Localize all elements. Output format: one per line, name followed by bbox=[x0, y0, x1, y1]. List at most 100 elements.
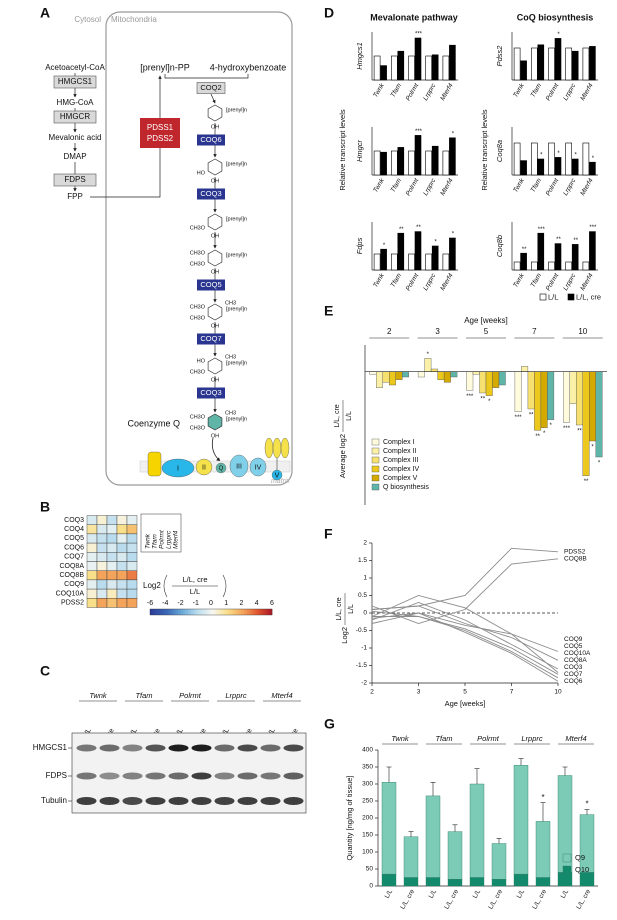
row-label: PDSS2 bbox=[61, 600, 84, 607]
bar bbox=[547, 371, 555, 420]
line bbox=[371, 612, 559, 682]
band bbox=[260, 744, 281, 752]
bar bbox=[431, 245, 439, 271]
gene-label: Polrmt bbox=[477, 734, 500, 743]
bar bbox=[376, 371, 383, 388]
band bbox=[76, 797, 97, 805]
x-tick-label: 10 bbox=[554, 689, 562, 696]
colorbar-segment bbox=[205, 609, 209, 615]
heatmap-cell bbox=[116, 588, 128, 599]
row-label: COQ9 bbox=[64, 581, 84, 588]
colorbar-segment bbox=[160, 609, 164, 615]
heatmap-cell bbox=[106, 570, 118, 581]
arrow bbox=[90, 75, 162, 198]
ring bbox=[207, 213, 223, 231]
significance-label: * bbox=[575, 153, 578, 159]
bar bbox=[589, 371, 596, 442]
y-axis-label-text: L/L bbox=[346, 411, 353, 421]
row-label: COQ7 bbox=[64, 554, 84, 561]
arrow bbox=[211, 437, 221, 462]
x-tick-label: Lrpprc bbox=[562, 82, 578, 102]
significance-label: * bbox=[592, 156, 595, 162]
y-axis-label-text: Log2 bbox=[340, 627, 349, 644]
complex-label: IV bbox=[255, 464, 262, 471]
enzyme-box bbox=[197, 387, 225, 399]
colorbar-segment bbox=[185, 609, 189, 615]
gene-label: Mterf4 bbox=[271, 691, 292, 700]
bar bbox=[589, 46, 596, 81]
colorbar-segment bbox=[226, 609, 230, 615]
x-tick-label: Tfam bbox=[530, 272, 544, 289]
bar bbox=[380, 151, 387, 176]
significance-label: ** bbox=[529, 413, 534, 419]
bar bbox=[513, 261, 521, 271]
y-tick-label: 50 bbox=[366, 866, 374, 873]
bar bbox=[369, 371, 377, 375]
bar bbox=[540, 371, 548, 428]
bar-segment bbox=[381, 873, 397, 887]
bar bbox=[576, 371, 583, 426]
colorbar-segment bbox=[162, 609, 166, 615]
legend-swatch bbox=[567, 293, 575, 301]
y-tick-label: 200 bbox=[362, 815, 373, 822]
heatmap-cell bbox=[96, 524, 108, 535]
x-tick-label: Mterf4 bbox=[579, 272, 594, 292]
colorbar-segment bbox=[172, 609, 176, 615]
legend-label: Q10 bbox=[575, 865, 589, 874]
panel-label: D bbox=[324, 5, 334, 21]
colorbar-segment bbox=[254, 609, 258, 615]
enzyme-label: COQ7 bbox=[200, 334, 221, 343]
age-label: 7 bbox=[532, 327, 537, 336]
gene-label: Lrpprc bbox=[225, 691, 247, 700]
y-axis-label-text: L/L, cre bbox=[336, 597, 343, 620]
enzyme-label: PDSS1 bbox=[147, 123, 174, 132]
colorbar-segment bbox=[175, 609, 179, 615]
colorbar-tick-label: 2 bbox=[240, 600, 244, 607]
significance-label: * bbox=[488, 399, 491, 405]
y-axis-label: Log2 L/L, cre L/L bbox=[336, 593, 355, 644]
x-tick-label: 3 bbox=[417, 689, 421, 696]
y-axis-label: Quantity [ng/mg of tissue] bbox=[345, 775, 354, 860]
x-tick-label: Tfam bbox=[390, 82, 404, 99]
x-tick-label: L/L, cre bbox=[575, 888, 592, 911]
x-tick-label: Polrmt bbox=[405, 176, 421, 197]
heatmap-cell bbox=[106, 524, 118, 535]
scale-label: L/L, cre bbox=[182, 575, 207, 584]
x-tick-label: Twnk bbox=[512, 272, 526, 289]
substituent-label: OH bbox=[211, 269, 219, 275]
scale-label: Log2 bbox=[143, 581, 161, 590]
atp-synthase-rotor bbox=[280, 437, 290, 459]
heatmap-cell bbox=[126, 533, 138, 544]
bar bbox=[554, 243, 562, 271]
series-label: COQ6 bbox=[564, 678, 583, 685]
bar bbox=[563, 371, 570, 423]
complex-label: V bbox=[275, 472, 280, 479]
x-tick-label: Lrpprc bbox=[562, 177, 578, 197]
row-label: COQ4 bbox=[64, 526, 84, 533]
heatmap-cell bbox=[96, 542, 108, 553]
bar-segment bbox=[447, 879, 463, 887]
colorbar-tick-label: 4 bbox=[255, 600, 259, 607]
group-title: Mevalonate pathway bbox=[370, 12, 458, 22]
heatmap-cell bbox=[106, 552, 118, 562]
significance-label: * bbox=[543, 431, 546, 437]
x-tick-label: Mterf4 bbox=[579, 177, 594, 197]
heatmap-cell bbox=[116, 570, 128, 581]
x-tick-label: Polrmt bbox=[405, 81, 421, 102]
x-axis-label: Age [weeks] bbox=[464, 316, 508, 325]
substituent-label: CH3O bbox=[190, 315, 206, 321]
colorbar-segment bbox=[249, 609, 252, 615]
heatmap-cell bbox=[96, 579, 108, 590]
band bbox=[214, 744, 235, 752]
heatmap-cell bbox=[116, 533, 128, 544]
membrane bbox=[139, 460, 291, 473]
series-label: PDSS2 bbox=[564, 548, 586, 555]
panel-label: A bbox=[40, 5, 50, 21]
ring bbox=[207, 104, 223, 122]
substituent-label: [prenyl]n bbox=[226, 416, 247, 422]
bar bbox=[485, 371, 493, 396]
x-tick-label: Tfam bbox=[530, 82, 544, 99]
column-label: Mterf4 bbox=[173, 530, 180, 549]
band bbox=[237, 744, 258, 752]
